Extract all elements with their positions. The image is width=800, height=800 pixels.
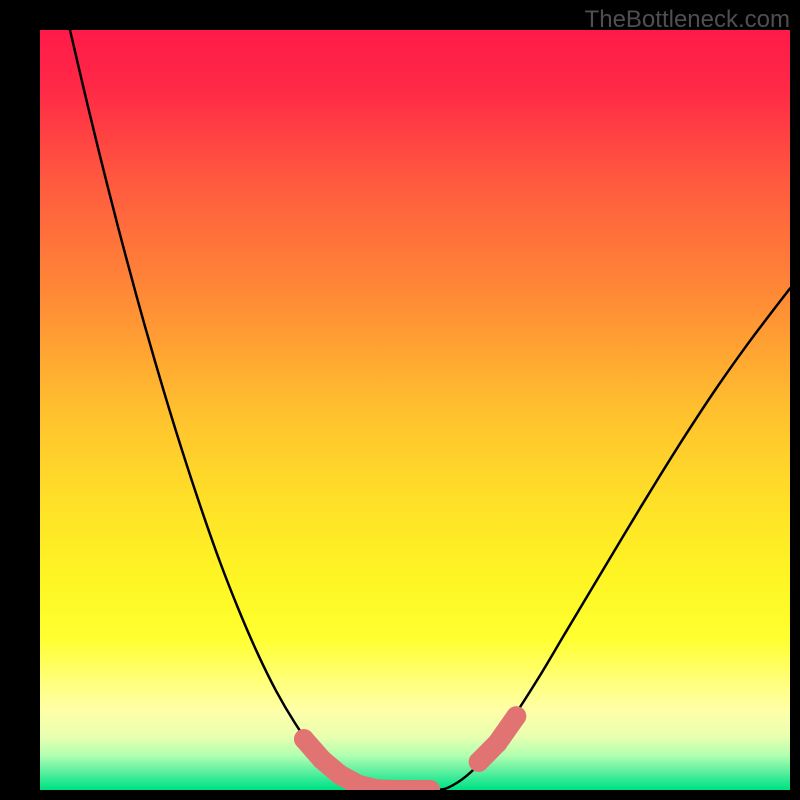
marker-dot — [506, 706, 526, 726]
marker-dot — [488, 733, 508, 753]
gradient-background — [40, 30, 790, 790]
plot-svg — [40, 30, 790, 790]
marker-dot — [294, 729, 314, 749]
marker-dot — [469, 752, 489, 772]
plot-area — [40, 30, 790, 790]
marker-dot — [312, 750, 332, 770]
marker-dot — [330, 765, 350, 785]
chart-container: TheBottleneck.com — [0, 0, 800, 800]
